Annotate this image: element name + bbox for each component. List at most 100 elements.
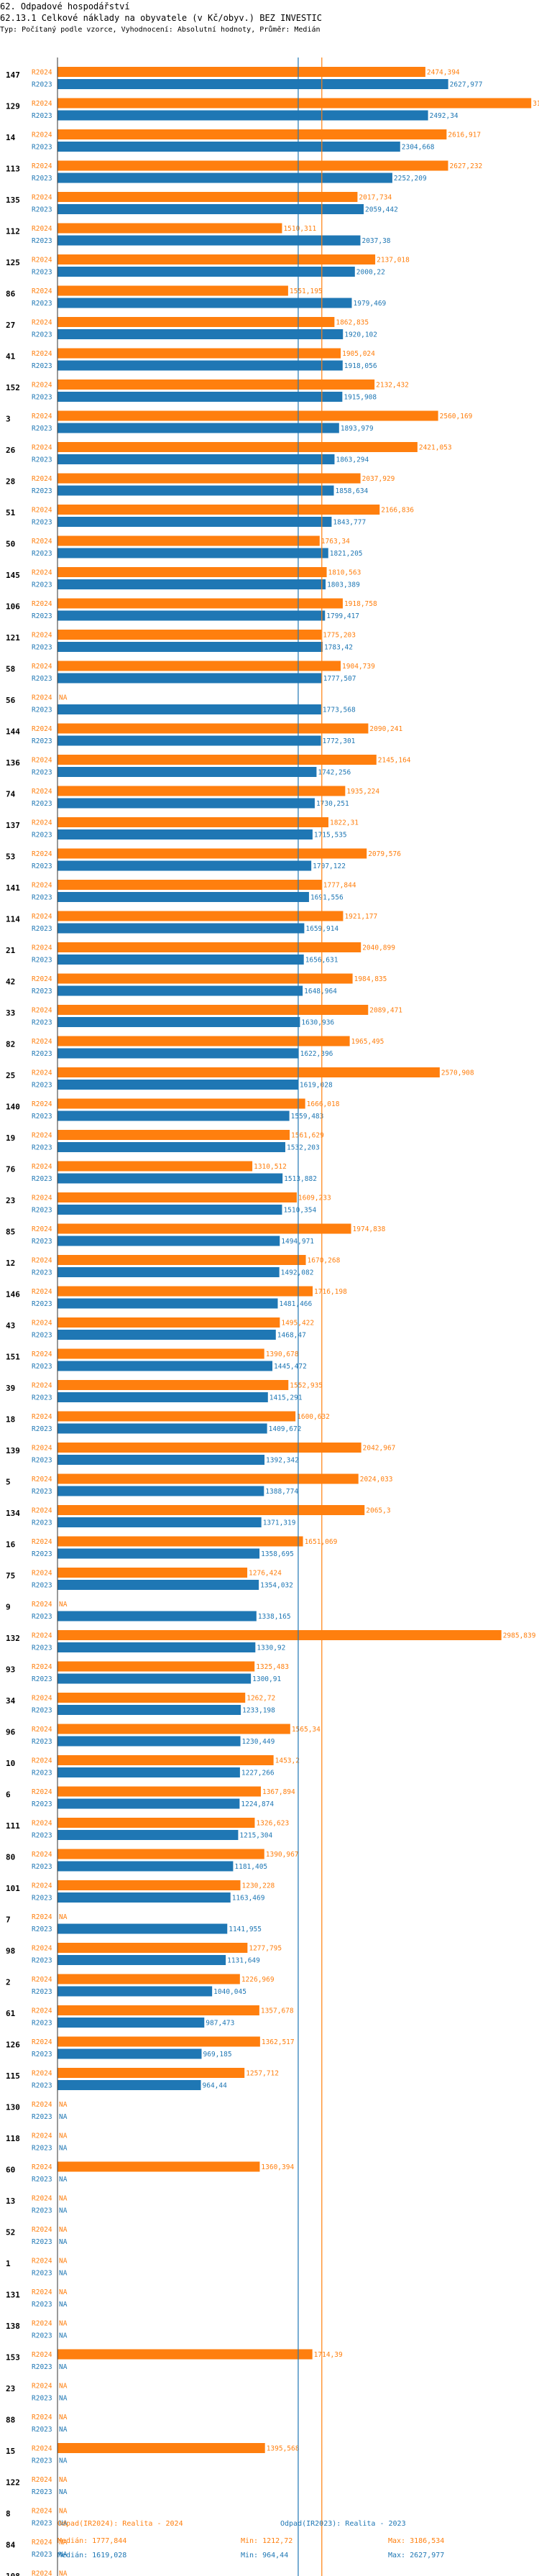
data-label-r2023: NA <box>59 2238 68 2246</box>
series-label-r2024: R2024 <box>32 1100 52 1108</box>
category-label: 52 <box>6 2228 15 2237</box>
data-label-r2024: 2089,471 <box>369 1007 402 1015</box>
category-label: 58 <box>6 665 15 674</box>
series-label-r2024: R2024 <box>32 475 52 483</box>
median-2024: Medián: 1777,844 <box>57 2537 127 2545</box>
category-label: 113 <box>6 165 20 174</box>
series-label-r2024: R2024 <box>32 538 52 546</box>
series-label-r2023: R2023 <box>32 362 52 370</box>
category-label: 23 <box>6 2384 15 2393</box>
series-label-r2023: R2023 <box>32 1113 52 1121</box>
bar-r2024 <box>57 1348 264 1359</box>
bar-r2024 <box>57 2036 260 2047</box>
category-label: 5 <box>6 1478 11 1487</box>
series-label-r2023: R2023 <box>32 1488 52 1496</box>
bar-r2024 <box>57 1443 361 1453</box>
data-label-r2024: 1453,2 <box>275 1757 300 1765</box>
series-label-r2024: R2024 <box>32 1695 52 1703</box>
data-label-r2024: 1495,422 <box>281 1320 314 1328</box>
data-label-r2024: 1600,632 <box>297 1413 330 1421</box>
bar-r2023 <box>57 1892 231 1903</box>
category-label: 106 <box>6 602 20 612</box>
data-label-r2023: 1415,291 <box>270 1394 303 1402</box>
bar-r2023 <box>57 704 321 714</box>
data-label-r2023: 1858,634 <box>336 487 369 495</box>
data-label-r2023: 1622,396 <box>300 1050 333 1058</box>
data-label-r2024: 1777,844 <box>323 882 356 890</box>
category-label: 60 <box>6 2166 15 2175</box>
bar-r2024 <box>57 1286 313 1297</box>
chart-subtitle: Typ: Počítaný podle vzorce, Vyhodnocení:… <box>0 26 321 34</box>
series-label-r2024: R2024 <box>32 1476 52 1484</box>
bar-r2024 <box>57 1568 248 1578</box>
category-label: 76 <box>6 1165 16 1174</box>
bar-r2023 <box>57 1486 264 1496</box>
series-label-r2024: R2024 <box>32 1351 52 1358</box>
bar-r2023 <box>57 860 312 871</box>
bar-r2023 <box>57 1673 252 1684</box>
series-label-r2024: R2024 <box>32 569 52 577</box>
data-label-r2024: 1965,495 <box>351 1038 384 1046</box>
series-label-r2023: R2023 <box>32 1425 52 1433</box>
data-label-r2024: 1862,835 <box>336 319 369 327</box>
data-label-r2024: 2042,967 <box>363 1445 396 1453</box>
series-label-r2023: R2023 <box>32 737 52 745</box>
series-label-r2024: R2024 <box>32 2445 52 2453</box>
bar-r2023 <box>57 1267 280 1277</box>
series-label-r2024: R2024 <box>32 162 52 170</box>
category-label: 153 <box>6 2353 20 2363</box>
bar-r2023 <box>57 485 334 496</box>
series-label-r2024: R2024 <box>32 1163 52 1171</box>
series-label-r2024: R2024 <box>32 2288 52 2296</box>
bar-r2024 <box>57 1755 274 1765</box>
data-label-r2024: NA <box>59 2226 68 2234</box>
data-label-r2023: 1691,556 <box>310 894 344 902</box>
bar-r2024 <box>57 598 343 609</box>
category-label: 23 <box>6 1196 15 1205</box>
bar-r2024 <box>57 911 344 921</box>
series-label-r2024: R2024 <box>32 1320 52 1328</box>
series-label-r2024: R2024 <box>32 69 52 77</box>
data-label-r2023: 1510,354 <box>283 1207 316 1215</box>
bar-r2023 <box>57 517 332 527</box>
data-label-r2023: 1338,165 <box>258 1613 291 1621</box>
data-label-r2024: NA <box>59 1913 68 1921</box>
bar-r2023 <box>57 579 326 589</box>
bar-r2024 <box>57 473 361 484</box>
series-label-r2023: R2023 <box>32 1957 52 1965</box>
series-label-r2024: R2024 <box>32 1851 52 1859</box>
data-label-r2023: 1371,319 <box>263 1519 296 1527</box>
category-label: 132 <box>6 1634 20 1643</box>
data-label-r2023: 1300,91 <box>252 1675 281 1683</box>
data-label-r2024: NA <box>59 2414 68 2421</box>
data-label-r2023: NA <box>59 2176 68 2184</box>
data-label-r2023: NA <box>59 2426 68 2434</box>
series-label-r2023: R2023 <box>32 2207 52 2215</box>
category-label: 9 <box>6 1603 11 1612</box>
bar-r2024 <box>57 1630 502 1640</box>
category-label: 39 <box>6 1384 15 1393</box>
series-label-r2023: R2023 <box>32 2332 52 2340</box>
data-label-r2023: 1040,045 <box>213 1988 247 1996</box>
data-label-r2023: 1893,979 <box>341 425 374 433</box>
series-label-r2023: R2023 <box>32 1550 52 1558</box>
series-label-r2024: R2024 <box>32 1445 52 1453</box>
data-label-r2024: NA <box>59 2101 68 2109</box>
data-label-r2023: 1233,198 <box>242 1707 275 1715</box>
bar-r2024 <box>57 129 447 139</box>
data-label-r2023: 1354,032 <box>260 1582 293 1590</box>
series-label-r2023: R2023 <box>32 894 52 902</box>
category-label: 146 <box>6 1290 20 1300</box>
bar-r2024 <box>57 1036 350 1046</box>
bar-r2024 <box>57 1411 296 1422</box>
series-label-r2023: R2023 <box>32 612 52 620</box>
series-label-r2023: R2023 <box>32 1269 52 1277</box>
bar-r2024 <box>57 1161 253 1172</box>
series-label-r2024: R2024 <box>32 2351 52 2359</box>
category-label: 53 <box>6 852 15 862</box>
data-label-r2024: 1561,629 <box>291 1132 324 1140</box>
series-label-r2023: R2023 <box>32 1207 52 1215</box>
bar-r2023 <box>57 954 304 965</box>
category-label: 129 <box>6 102 20 111</box>
category-label: 151 <box>6 1353 20 1362</box>
